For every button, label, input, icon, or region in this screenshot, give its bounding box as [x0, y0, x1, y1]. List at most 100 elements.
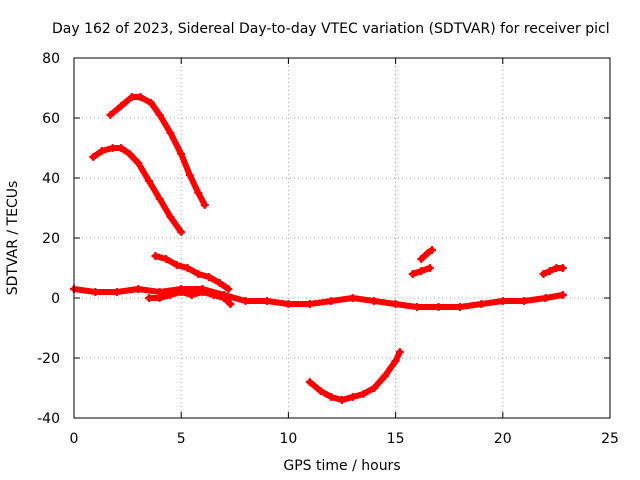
y-tick-label: 0: [51, 291, 60, 307]
data-point: [127, 93, 136, 101]
data-point: [151, 252, 160, 260]
data-point: [136, 93, 145, 101]
series-trace: [90, 145, 185, 235]
data-point: [108, 144, 117, 152]
data-point: [226, 300, 235, 308]
data-point: [166, 129, 175, 137]
data-point: [106, 111, 115, 119]
data-point: [183, 264, 192, 272]
data-point: [89, 153, 98, 161]
data-point: [112, 288, 121, 296]
data-point: [498, 297, 507, 305]
data-point: [558, 291, 567, 299]
series-arc-2: [89, 144, 186, 236]
data-point: [391, 300, 400, 308]
y-tick-label: 40: [42, 171, 60, 187]
data-point: [145, 294, 154, 302]
data-point: [155, 195, 164, 203]
y-tick-label: -40: [37, 411, 60, 427]
data-point: [284, 300, 293, 308]
series-trace: [306, 349, 403, 403]
data-point: [391, 357, 400, 365]
series-arc-7: [417, 246, 437, 263]
data-point: [177, 228, 186, 236]
data-point: [172, 261, 181, 269]
data-point: [166, 291, 175, 299]
x-axis-label: GPS time / hours: [283, 458, 400, 474]
data-point: [262, 297, 271, 305]
series-layer: [70, 93, 567, 404]
data-point: [117, 102, 126, 110]
data-point: [194, 189, 203, 197]
data-point: [177, 150, 186, 158]
data-point: [359, 390, 368, 398]
data-point: [205, 273, 214, 281]
series-arc-5: [145, 288, 235, 308]
series-arc-8: [408, 264, 434, 278]
data-point: [224, 285, 233, 293]
y-tick-label: 20: [42, 231, 60, 247]
data-point: [91, 288, 100, 296]
y-tick-label: -20: [37, 351, 60, 367]
data-point: [215, 279, 224, 287]
series-arc-9: [539, 264, 567, 278]
x-tick-label: 20: [494, 431, 512, 447]
data-point: [380, 372, 389, 380]
data-point: [185, 171, 194, 179]
series-arc-1: [106, 93, 209, 209]
data-point: [539, 270, 548, 278]
data-point: [370, 297, 379, 305]
data-point: [338, 396, 346, 404]
data-point: [413, 303, 422, 311]
x-tick-label: 10: [279, 431, 297, 447]
data-point: [145, 177, 154, 185]
x-tick-label: 5: [177, 431, 186, 447]
data-point: [348, 393, 357, 401]
data-point: [395, 348, 404, 356]
series-arc-3: [151, 252, 233, 293]
data-point: [545, 267, 554, 275]
data-point: [209, 291, 218, 299]
chart-title: Day 162 of 2023, Sidereal Day-to-day VTE…: [52, 21, 610, 37]
data-point: [425, 264, 434, 272]
data-point: [177, 288, 186, 296]
y-tick-label: 60: [42, 111, 60, 127]
data-point: [220, 294, 229, 302]
y-axis-label: SDTVAR / TECUs: [5, 181, 21, 296]
data-point: [200, 201, 209, 209]
data-point: [348, 294, 357, 302]
data-point: [147, 99, 156, 107]
x-tick-label: 0: [70, 431, 79, 447]
data-point: [417, 267, 426, 275]
data-point: [417, 255, 426, 263]
data-point: [198, 288, 207, 296]
data-point: [408, 270, 417, 278]
data-point: [423, 249, 432, 257]
series-arc-4: [70, 285, 567, 311]
data-point: [327, 297, 336, 305]
data-point: [305, 378, 314, 386]
data-point: [117, 144, 126, 152]
data-point: [187, 291, 196, 299]
data-point: [194, 270, 203, 278]
tick-layer: 0 5 10 15 20 25 -40 -20 0 20 40 60 80: [37, 51, 619, 447]
data-point: [134, 159, 143, 167]
data-point: [370, 384, 379, 392]
data-point: [520, 297, 529, 305]
data-point: [428, 246, 437, 254]
data-point: [162, 255, 171, 263]
data-point: [241, 297, 250, 305]
x-tick-label: 25: [601, 431, 619, 447]
series-trace: [418, 247, 435, 262]
data-point: [455, 303, 464, 311]
y-tick-label: 80: [42, 51, 60, 67]
data-point: [316, 387, 325, 395]
data-point: [125, 150, 134, 158]
data-point: [305, 300, 314, 308]
data-point: [558, 264, 567, 272]
data-point: [477, 300, 486, 308]
data-point: [155, 111, 164, 119]
data-point: [166, 213, 175, 221]
data-point: [97, 147, 106, 155]
